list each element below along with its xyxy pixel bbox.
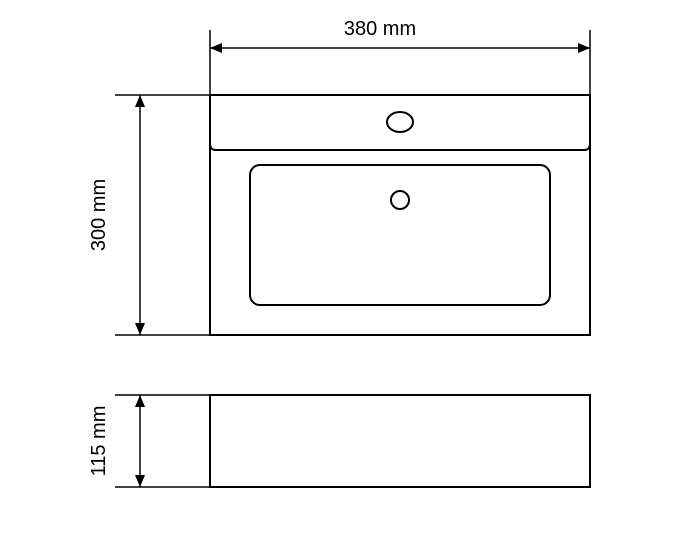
faucet-shelf-edge — [210, 144, 590, 150]
technical-drawing: 380 mm 300 mm 115 mm — [0, 0, 700, 550]
height-bottom-label: 115 mm — [88, 406, 110, 477]
height-top-label: 300 mm — [88, 179, 110, 251]
basin-outline — [250, 165, 550, 305]
drain-hole — [391, 191, 409, 209]
width-label: 380 mm — [344, 18, 416, 40]
faucet-hole — [387, 112, 413, 132]
side-view-outline — [210, 395, 590, 487]
